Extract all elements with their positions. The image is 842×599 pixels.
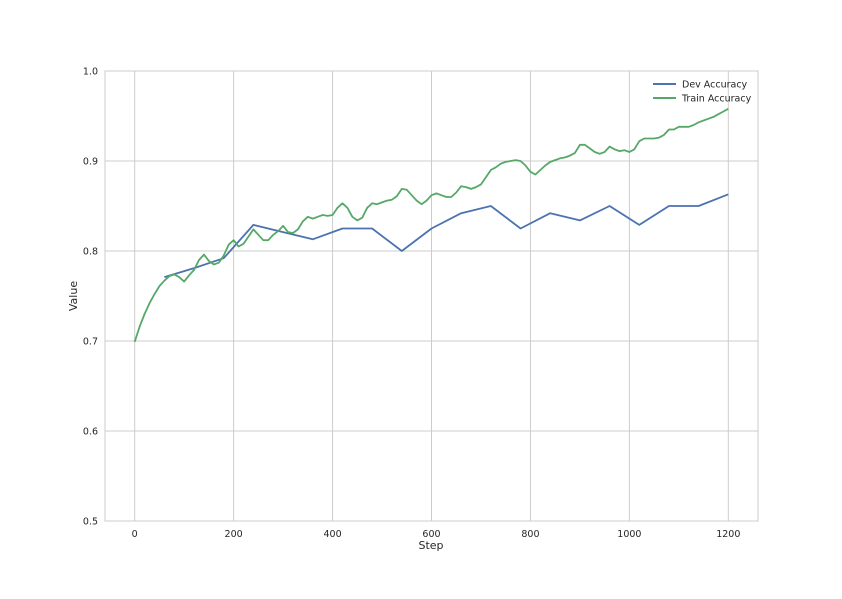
x-tick-label: 600 bbox=[422, 529, 440, 540]
y-tick-label: 0.9 bbox=[83, 157, 98, 168]
series-lines bbox=[133, 108, 729, 343]
x-tick-label: 1200 bbox=[716, 529, 740, 540]
y-tick-label: 0.6 bbox=[83, 427, 98, 438]
y-tick-label: 1.0 bbox=[83, 67, 98, 78]
y-tick-label: 0.8 bbox=[83, 247, 98, 258]
legend-label-dev-accuracy: Dev Accuracy bbox=[682, 80, 748, 91]
y-axis-label: Value bbox=[67, 281, 80, 311]
series-line-train-accuracy bbox=[133, 108, 729, 343]
x-tick-label: 0 bbox=[132, 529, 138, 540]
x-tick-label: 200 bbox=[225, 529, 243, 540]
x-tick-label: 400 bbox=[323, 529, 341, 540]
y-tick-label: 0.5 bbox=[83, 517, 98, 528]
grid-lines bbox=[105, 70, 758, 522]
y-tick-label: 0.7 bbox=[83, 337, 98, 348]
series-line-dev-accuracy bbox=[164, 193, 729, 278]
legend-entry-train: Train Accuracy bbox=[653, 94, 752, 105]
legend-label-train-accuracy: Train Accuracy bbox=[681, 94, 752, 105]
x-tick-label: 1000 bbox=[617, 529, 641, 540]
x-tick-label: 800 bbox=[521, 529, 539, 540]
x-axis-label: Step bbox=[418, 539, 443, 552]
y-tick-labels: 0.5 0.6 0.7 0.8 0.9 1.0 bbox=[83, 67, 98, 528]
legend: Dev Accuracy Train Accuracy bbox=[653, 80, 752, 105]
x-tick-labels: 0 200 400 600 800 1000 1200 bbox=[132, 529, 741, 540]
legend-entry-dev: Dev Accuracy bbox=[653, 80, 748, 91]
